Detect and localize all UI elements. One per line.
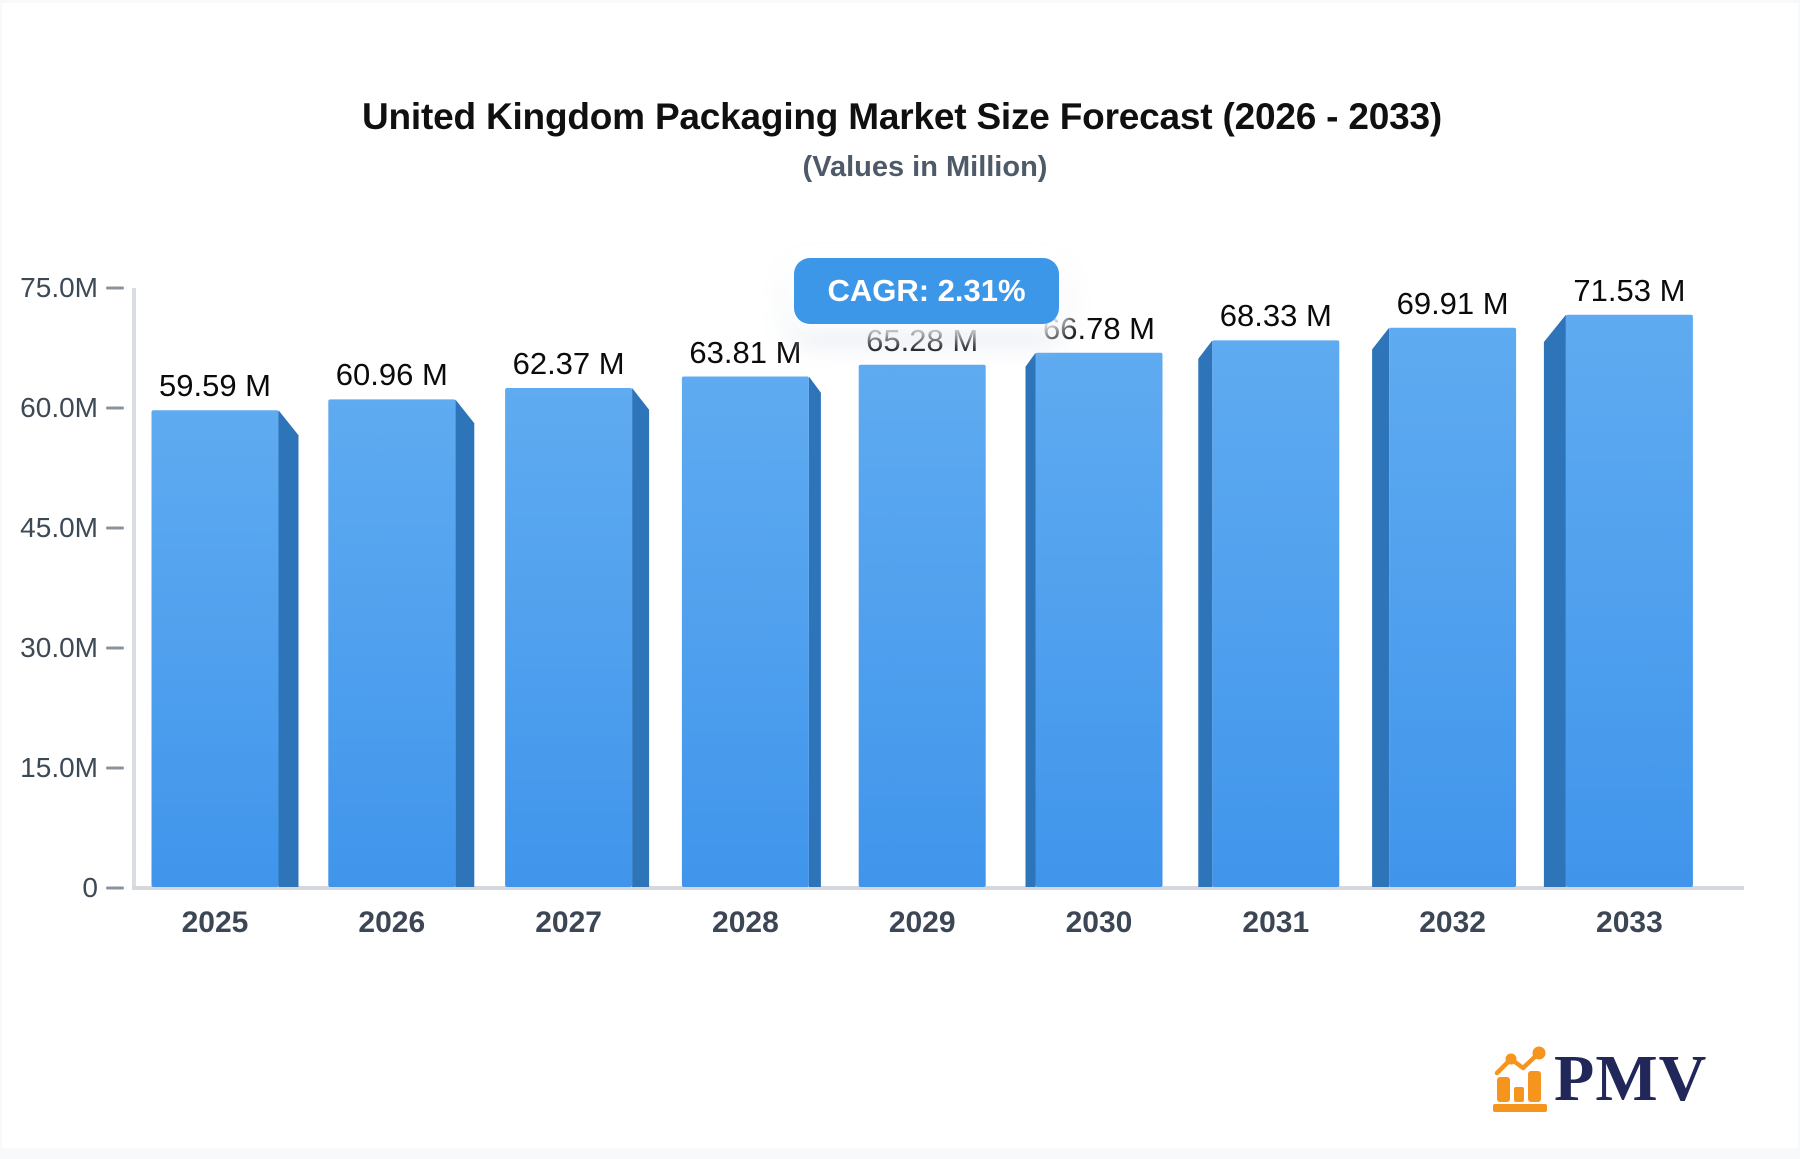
bar-front-face <box>681 376 809 887</box>
bar-side-face <box>1025 352 1036 887</box>
bar-value-label: 71.53 M <box>1573 272 1686 308</box>
x-axis-category-label: 2027 <box>535 906 602 939</box>
x-axis-category-label: 2026 <box>358 906 426 939</box>
bar-value-label: 60.96 M <box>335 357 448 393</box>
bar-value-label: 68.33 M <box>1219 298 1332 334</box>
chart-subtitle: (Values in Million) <box>802 151 1048 183</box>
y-axis-tick-label: 75.0M <box>20 272 98 303</box>
x-axis-line <box>132 886 1744 890</box>
y-axis-tick-mark <box>106 646 124 650</box>
x-axis-category-label: 2033 <box>1596 906 1663 939</box>
bars-plot-area <box>151 314 1693 888</box>
cagr-badge-label: CAGR: 2.31% <box>827 273 1026 308</box>
bar-value-label: 66.78 M <box>1042 310 1156 346</box>
y-axis-tick-mark <box>106 406 124 410</box>
cagr-badge: CAGR: 2.31% <box>794 258 1059 324</box>
bar-side-face <box>808 376 821 887</box>
y-axis-tick-label: 15.0M <box>20 752 98 783</box>
y-axis-tick-mark <box>106 526 124 530</box>
bar-front-face <box>1389 327 1517 888</box>
bar-front-face <box>1212 340 1340 887</box>
bar-side-face <box>1543 314 1566 887</box>
chart-title: United Kingdom Packaging Market Size For… <box>361 96 1443 137</box>
bar-front-face <box>1035 352 1163 887</box>
chart-card: United Kingdom Packaging Market Size For… <box>2 3 1798 1148</box>
bar-value-label: 59.59 M <box>158 368 272 404</box>
x-axis-category-label: 2030 <box>1065 906 1133 939</box>
y-axis-tick-label: 30.0M <box>20 632 98 663</box>
bar-front-face <box>328 399 456 887</box>
bar-chart-logo-icon <box>1493 1046 1547 1112</box>
bar-front-face <box>505 388 633 887</box>
bar-value-label: 63.81 M <box>689 334 802 370</box>
bar-front-face <box>151 410 279 887</box>
bar-value-label: 69.91 M <box>1396 285 1509 321</box>
bar-side-face <box>455 399 475 887</box>
bar-side-face <box>1198 340 1213 887</box>
y-axis-tick-label: 45.0M <box>20 512 98 543</box>
y-axis-tick-mark <box>106 766 124 770</box>
x-axis-category-label: 2029 <box>888 906 956 939</box>
bar-front-face <box>858 364 986 887</box>
pmv-logo-text: PMV <box>1554 1042 1708 1115</box>
y-axis-tick-label: 60.0M <box>20 392 98 423</box>
y-axis-tick-label: 0 <box>82 872 98 903</box>
pmv-logo: PMV <box>1492 1041 1712 1119</box>
x-axis-category-label: 2028 <box>712 906 779 939</box>
bar-side-face <box>632 388 650 887</box>
bar-side-face <box>278 410 299 887</box>
bar-value-label: 65.28 M <box>866 322 979 358</box>
bar-front-face <box>1565 314 1693 887</box>
y-axis-tick-mark <box>106 286 124 290</box>
x-axis-category-label: 2031 <box>1242 906 1310 939</box>
y-axis-tick-mark <box>106 886 124 890</box>
y-axis-line <box>132 288 136 890</box>
x-axis-category-label: 2032 <box>1419 906 1486 939</box>
bar-value-label: 62.37 M <box>512 346 625 382</box>
x-axis-category-label: 2025 <box>181 906 249 939</box>
bar-side-face <box>1372 327 1390 888</box>
